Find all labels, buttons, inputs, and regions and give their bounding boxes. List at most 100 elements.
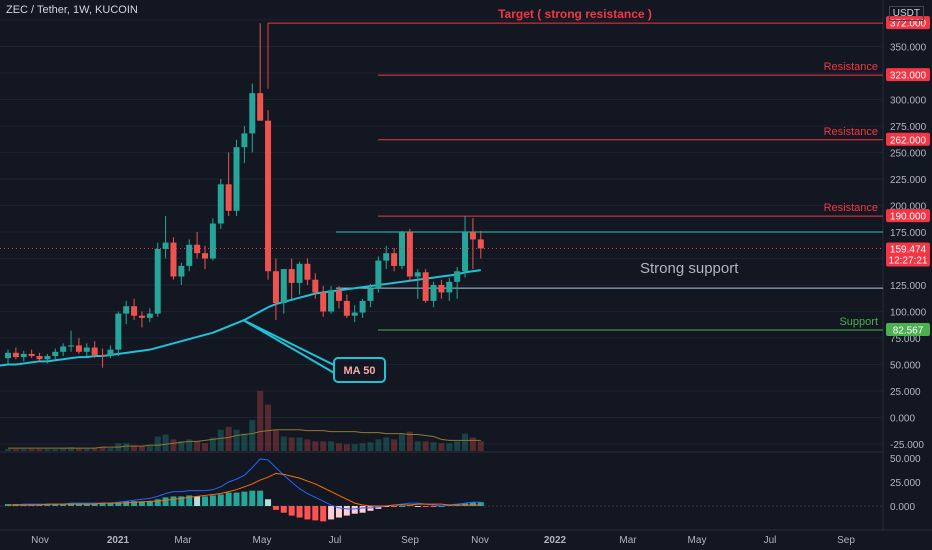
candle-up (430, 281, 437, 308)
volume-bar (178, 441, 185, 451)
candle-down (391, 247, 398, 272)
level-label: Resistance (824, 126, 878, 138)
candle-down (343, 294, 350, 318)
candle-body (383, 253, 390, 261)
price-tick-label: 275.000 (890, 122, 927, 133)
ma50-callout-line (242, 319, 337, 375)
ma50-callout-label: MA 50 (344, 365, 376, 377)
macd-histogram-bar (217, 494, 224, 506)
candle-body (351, 312, 358, 316)
candle-up (115, 311, 122, 357)
candle-body (367, 288, 374, 301)
price-tick-label: 50.000 (890, 361, 921, 372)
macd-histogram-bar (154, 499, 161, 506)
ma50-callout-line (242, 319, 337, 367)
candle-down (36, 352, 43, 362)
candle-body (115, 313, 122, 350)
candle-body (288, 269, 295, 283)
candle-up (328, 286, 335, 314)
volume-bar (36, 449, 43, 451)
level-label: Support (839, 316, 878, 328)
macd-histogram-bar (343, 506, 350, 516)
candle-up (462, 216, 469, 278)
candle-up (154, 242, 161, 317)
candle-up (146, 308, 153, 323)
candle-down (422, 269, 429, 304)
candle-body (233, 147, 240, 211)
volume-bar (399, 433, 405, 451)
macd-histogram-bar (225, 492, 232, 506)
level-price-tag-text: 82.567 (893, 325, 924, 336)
candle-body (194, 244, 201, 254)
volume-bar (446, 443, 453, 451)
candle-body (83, 347, 90, 352)
macd-histogram-bar (115, 502, 122, 506)
candle-body (131, 306, 138, 316)
candle-body (249, 93, 256, 134)
time-tick-label: Jul (329, 535, 342, 546)
volume-bar (12, 449, 19, 451)
volume-bar (469, 437, 476, 451)
volume-bar (280, 436, 287, 451)
volume-bar (131, 445, 138, 451)
candle-body (469, 232, 476, 240)
candle-up (68, 330, 75, 352)
candle-body (154, 248, 161, 314)
volume-bar (233, 429, 240, 451)
macd-histogram-bar (162, 497, 169, 506)
macd-histogram-bar (257, 490, 264, 506)
level-price-tag (886, 209, 930, 223)
price-tick-label: 350.000 (890, 43, 927, 54)
candle-down (320, 286, 327, 317)
volume-bar (225, 426, 232, 451)
candle-body (272, 271, 279, 304)
candle-down (288, 258, 295, 299)
candle-body (257, 93, 264, 121)
candle-up (162, 216, 169, 259)
volume-bar (312, 441, 319, 451)
chart-title: ZEC / Tether, 1W, KUCOIN (6, 4, 138, 16)
candle-down (257, 23, 264, 121)
candle-up (351, 305, 358, 323)
candle-down (265, 110, 272, 280)
volume-bar (107, 448, 114, 451)
candle-up (454, 266, 461, 299)
volume-bar (186, 439, 193, 451)
candle-body (36, 356, 43, 360)
candle-body (343, 300, 350, 316)
price-tick-label: 200.000 (890, 202, 927, 213)
candle-body (454, 271, 461, 282)
current-price-tag (886, 242, 930, 267)
macd-histogram-bar (233, 492, 240, 506)
candle-body (217, 184, 224, 224)
price-tick-label: 225.000 (890, 175, 927, 186)
volume-bar (217, 429, 224, 451)
candle-body (209, 223, 216, 259)
candle-body (280, 269, 287, 304)
volume-bar (272, 429, 279, 451)
volume-bar (91, 448, 98, 451)
candle-up (233, 139, 240, 217)
candle-body (75, 345, 82, 352)
candle-body (477, 239, 484, 249)
candle-body (186, 244, 193, 266)
time-tick-label: May (688, 535, 707, 546)
time-tick-label: 2021 (107, 535, 130, 546)
macd-histogram-bar (202, 496, 208, 506)
time-tick-label: Sep (401, 535, 419, 546)
level-price-tag-text: 323.000 (890, 71, 927, 82)
candle-down (12, 347, 19, 360)
macd-histogram-bar (304, 506, 311, 520)
macd-histogram-bar (328, 506, 335, 520)
volume-bar (265, 404, 272, 451)
time-tick-label: May (253, 535, 272, 546)
macd-histogram-bar (249, 490, 256, 506)
candle-up (178, 262, 185, 285)
macd-histogram-bar (469, 502, 476, 506)
volume-bar (202, 443, 208, 451)
price-tick-label: 125.000 (890, 281, 927, 292)
macd-histogram-bar (138, 501, 145, 506)
candle-body (12, 352, 19, 358)
currency-label[interactable]: USDT (888, 6, 924, 21)
